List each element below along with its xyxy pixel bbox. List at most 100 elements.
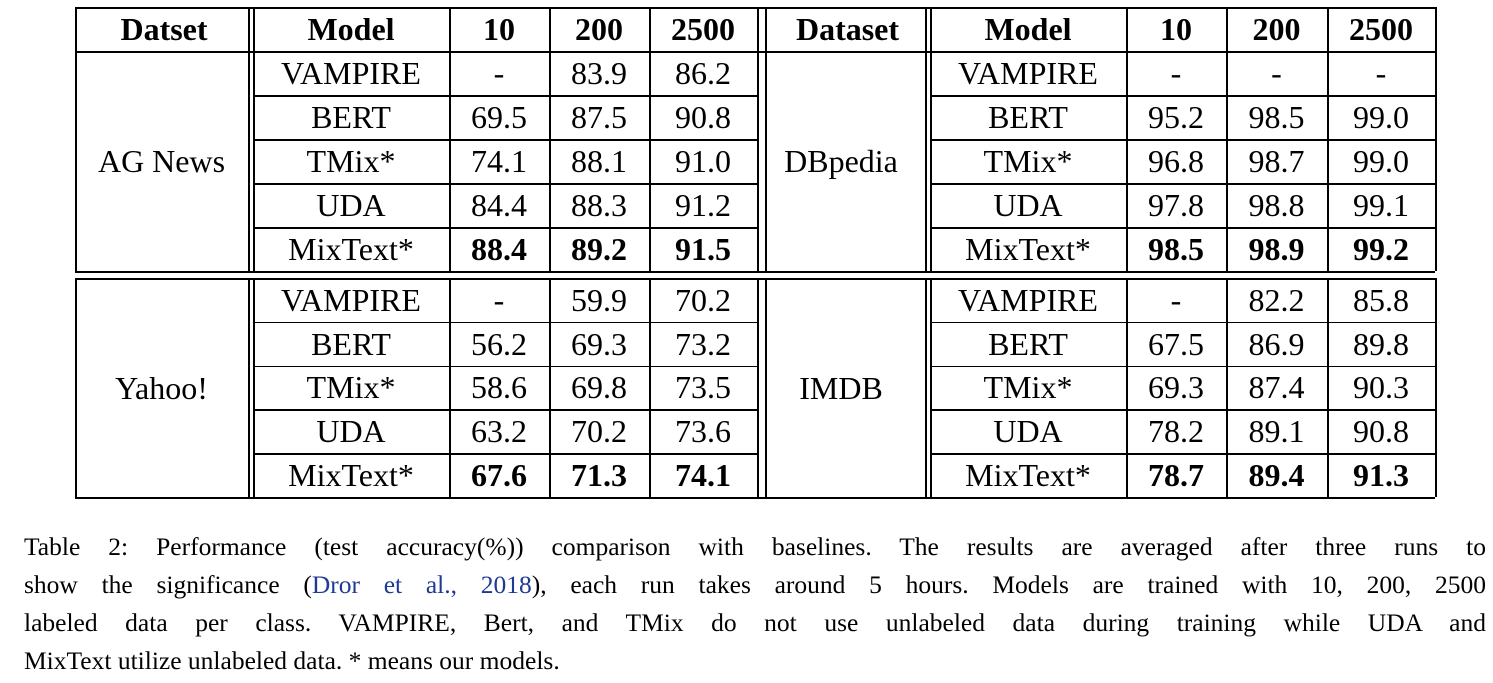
accuracy-value: 56.2 [471,325,527,362]
grid-line [1226,278,1228,497]
accuracy-value: 99.1 [1353,187,1409,223]
accuracy-value: 84.4 [471,187,527,223]
double-divider [925,278,927,497]
row-rule [930,139,1435,141]
table-caption: Table 2: Performance (test accuracy(%)) … [24,528,1486,680]
row-rule [930,95,1435,97]
row-rule [253,365,757,368]
model-name: VAMPIRE [958,55,1098,91]
caption-line-1: Table 2: Performance (test accuracy(%)) … [24,532,1486,561]
accuracy-value: 67.5 [1148,325,1204,362]
accuracy-value: 91.2 [675,187,731,223]
row-rule [253,409,757,411]
grid-line [1126,7,1128,51]
accuracy-value: - [1170,281,1182,318]
grid-line [549,7,551,51]
block-bottom-rule [75,271,1435,273]
column-header: 10 [483,11,515,47]
row-rule [253,453,757,455]
row-rule [930,365,1435,368]
grid-line [449,51,451,271]
grid-line [649,7,651,51]
accuracy-value: 98.5 [1248,99,1305,135]
double-divider [757,278,759,497]
accuracy-value: 86.9 [1248,325,1305,362]
accuracy-value: - [493,281,505,318]
model-name: TMix* [983,369,1073,406]
accuracy-value: 97.8 [1148,187,1204,223]
double-divider [925,51,927,271]
caption-line-3: labeled data per class. VAMPIRE, Bert, a… [24,608,1486,637]
dataset-label: IMDB [799,369,883,406]
model-name: UDA [316,413,386,450]
accuracy-value: 87.4 [1248,369,1305,406]
accuracy-value: 98.7 [1248,143,1305,179]
table-top-rule [75,7,1435,9]
accuracy-value: 70.2 [675,281,731,318]
model-name: VAMPIRE [281,55,421,91]
column-header: Model [307,11,395,47]
accuracy-value: - [1271,55,1282,91]
column-header: 2500 [671,11,735,47]
accuracy-value: 98.8 [1248,187,1305,223]
block-top-rule [75,278,1435,280]
accuracy-value: 87.5 [571,99,627,135]
accuracy-value: 85.8 [1353,281,1409,318]
accuracy-value: 98.5 [1148,231,1204,267]
caption-line-4: MixText utilize unlabeled data. * means … [24,646,560,675]
double-divider [765,51,767,271]
model-name: UDA [993,413,1063,450]
accuracy-value: 88.4 [471,231,527,267]
model-name: VAMPIRE [281,281,421,318]
grid-line [1327,7,1329,51]
accuracy-value: 70.2 [571,413,627,450]
model-name: UDA [993,187,1063,223]
model-name: VAMPIRE [958,281,1098,318]
accuracy-value: 59.9 [571,281,627,318]
header-bottom-rule [75,51,1435,53]
accuracy-value: 90.8 [675,99,731,135]
accuracy-value: 89.2 [571,231,627,267]
grid-line [549,51,551,271]
grid-line [1327,278,1329,497]
accuracy-value: - [493,55,505,91]
row-rule [253,183,757,185]
table-right-border [1435,7,1437,51]
double-divider [253,51,255,271]
model-name: MixText* [288,231,414,267]
grid-line [1226,7,1228,51]
accuracy-value: 73.2 [675,325,731,362]
accuracy-value: 78.7 [1148,457,1204,494]
double-divider [248,7,250,51]
accuracy-value: 89.1 [1248,413,1305,450]
grid-line [1126,278,1128,497]
column-header: 10 [1160,11,1192,47]
citation-link[interactable]: Dror et al., 2018 [311,570,532,599]
table-left-border [75,7,77,51]
grid-line [1226,51,1228,271]
double-divider [765,278,767,497]
column-header: Datset [120,11,208,47]
row-rule [930,321,1435,324]
accuracy-value: 96.8 [1148,143,1204,179]
accuracy-value: 83.9 [571,55,627,91]
model-name: BERT [988,99,1068,135]
accuracy-value: 90.8 [1353,413,1409,450]
accuracy-value: 67.6 [471,457,527,494]
dataset-label: DBpedia [784,143,898,179]
caption-text: show the significance ( [24,570,312,599]
accuracy-value: 78.2 [1148,413,1204,450]
table-right-border [1435,278,1437,497]
block-bottom-rule [75,497,1435,499]
column-header: 2500 [1349,11,1413,47]
grid-line [449,278,451,497]
row-rule [930,183,1435,185]
accuracy-value: 74.1 [471,143,527,179]
double-divider [248,278,250,497]
double-divider [765,7,767,51]
double-divider [925,7,927,51]
grid-line [1126,51,1128,271]
accuracy-value: 89.4 [1248,457,1305,494]
accuracy-value: 74.1 [675,457,731,494]
accuracy-value: 99.0 [1353,99,1409,135]
